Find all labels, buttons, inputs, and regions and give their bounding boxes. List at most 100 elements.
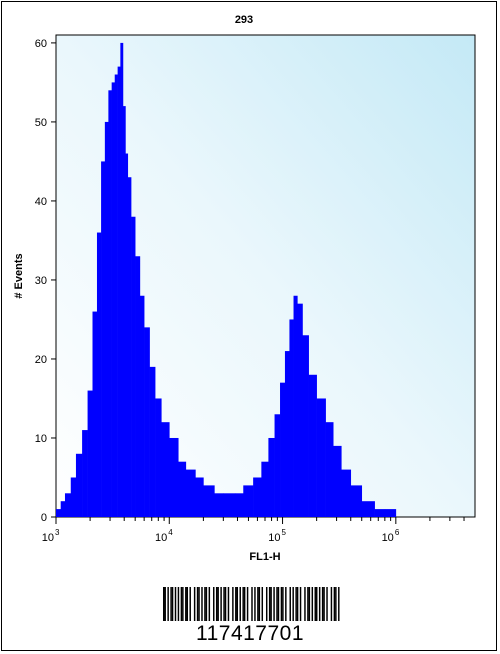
y-tick-label: 10	[35, 433, 47, 445]
histogram-bar	[117, 66, 121, 518]
x-axis-label: FL1-H	[249, 551, 280, 563]
barcode-bar	[251, 587, 253, 621]
histogram-bar	[82, 430, 88, 517]
barcode-bar	[236, 587, 239, 621]
histogram-bar	[316, 398, 326, 517]
histogram-bar	[341, 469, 352, 517]
histogram-bar	[139, 295, 145, 517]
barcode-bar	[261, 587, 264, 621]
barcode-bar	[217, 587, 219, 621]
barcode-bar	[254, 587, 256, 621]
x-tick-label-base: 10	[268, 532, 280, 544]
y-tick-label: 30	[35, 275, 47, 287]
histogram-bar	[274, 414, 281, 517]
histogram-bar	[185, 469, 196, 517]
histogram-bar	[333, 445, 342, 517]
barcode-bar	[258, 587, 261, 621]
barcode-bar	[276, 587, 278, 621]
x-tick-label-exponent: 3	[55, 528, 60, 537]
histogram-bar	[293, 295, 298, 517]
y-tick-label: 50	[35, 117, 47, 129]
barcode-bar	[268, 587, 271, 621]
barcode-bar	[333, 587, 336, 621]
barcode-bar	[213, 587, 215, 621]
histogram-bar	[284, 351, 290, 517]
barcode-bar	[239, 587, 241, 621]
histogram-bar	[101, 161, 106, 517]
barcode-bar	[174, 587, 177, 621]
barcode-bar	[235, 587, 237, 621]
histogram-bar	[70, 477, 77, 517]
histogram-bars	[56, 42, 397, 518]
y-tick-label: 60	[35, 38, 47, 50]
histogram-bar	[308, 374, 317, 517]
histogram-bar	[243, 485, 254, 517]
barcode-bar	[196, 587, 199, 621]
histogram-bar	[64, 493, 72, 517]
barcode-bar	[185, 587, 187, 621]
barcode-bar	[223, 587, 225, 621]
x-tick-label: 10 3	[42, 528, 60, 544]
barcode-bar	[227, 587, 230, 621]
barcode-bar	[282, 587, 284, 621]
barcode-bar	[164, 587, 166, 621]
histogram-bar	[120, 42, 124, 518]
barcode-bar	[215, 587, 218, 621]
barcode-bar	[299, 587, 302, 621]
barcode-bar	[205, 587, 208, 621]
barcode-bar	[292, 587, 294, 621]
barcode-bar	[170, 587, 172, 621]
histogram-bar	[361, 501, 375, 517]
histogram-bar	[87, 390, 93, 517]
histogram-bar	[261, 461, 269, 517]
histogram-bar	[374, 509, 386, 517]
x-tick-label: 10 5	[268, 528, 286, 544]
barcode-bar	[338, 587, 340, 621]
barcode-bar	[323, 587, 325, 621]
barcode-bar	[171, 587, 174, 621]
barcode-bar	[177, 587, 180, 621]
histogram-bar	[289, 319, 294, 517]
barcode-number: 117417701	[195, 622, 305, 645]
barcode-bar	[318, 587, 321, 621]
x-tick-label-base: 10	[155, 532, 167, 544]
histogram-bar	[56, 509, 61, 517]
barcode-bar	[280, 587, 283, 621]
histogram-bar	[350, 485, 363, 517]
barcode-bar	[198, 587, 200, 621]
y-tick-label: 20	[35, 354, 47, 366]
x-tick-label-exponent: 4	[168, 528, 173, 537]
x-tick-label-exponent: 5	[282, 528, 287, 537]
barcode-bar	[265, 587, 268, 621]
barcode-bar	[326, 587, 328, 621]
histogram-bar	[253, 477, 262, 517]
barcode-bar	[220, 587, 222, 621]
histogram-bar	[155, 398, 162, 517]
histogram-bar	[214, 493, 224, 517]
histogram-bar	[325, 422, 334, 517]
x-tick-label: 10 4	[155, 528, 173, 544]
histogram-bar	[125, 153, 129, 517]
histogram-bar	[268, 437, 275, 517]
barcode-bar	[295, 587, 297, 621]
y-axis-label: # Events	[13, 253, 25, 298]
histogram-bar	[178, 461, 187, 517]
histogram-bar	[92, 311, 98, 517]
x-tick-label-exponent: 6	[395, 528, 400, 537]
x-tick-label-base: 10	[382, 532, 394, 544]
barcode-bar	[224, 587, 227, 621]
barcode-bar	[311, 587, 314, 621]
chart-title: 293	[235, 14, 253, 26]
barcode-bar	[180, 587, 183, 621]
barcode-bar	[308, 587, 311, 621]
barcode-bar	[246, 587, 249, 621]
histogram-bar	[114, 74, 118, 517]
histogram-bar	[280, 382, 286, 517]
barcode-bar	[208, 587, 211, 621]
barcode-bar	[307, 587, 309, 621]
histogram-bar	[131, 216, 136, 518]
histogram-bar	[203, 485, 215, 517]
barcode-bar	[289, 587, 291, 621]
barcode-bar	[232, 587, 234, 621]
